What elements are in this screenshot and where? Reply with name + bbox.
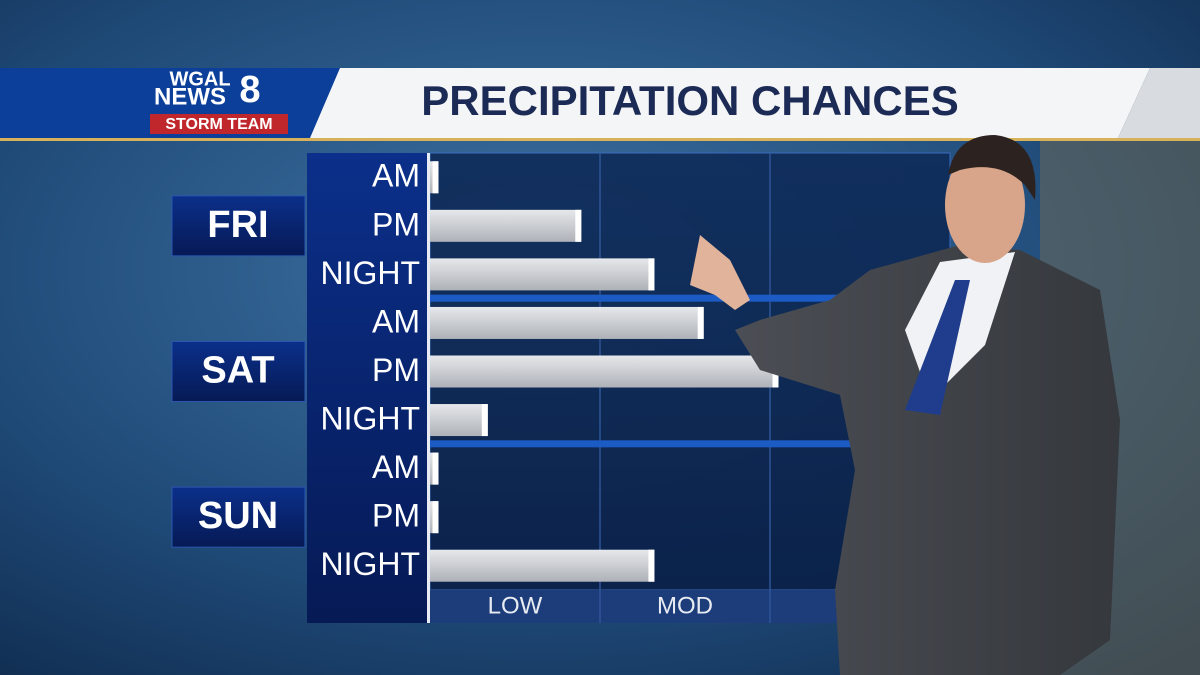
day-label: FRI [207, 204, 268, 246]
category-label: AM [372, 449, 420, 485]
day-label: SAT [201, 350, 274, 392]
bar-cap [432, 161, 439, 194]
bar [430, 549, 655, 582]
bar [430, 209, 582, 242]
logo-station: WGAL [169, 68, 230, 90]
logo-number: 8 [239, 69, 260, 111]
logo-team: STORM TEAM [165, 116, 272, 133]
axis-line [427, 153, 430, 623]
category-label: NIGHT [320, 401, 420, 437]
bar [430, 355, 779, 388]
x-tick-label: LOW [488, 592, 543, 619]
category-label: AM [372, 158, 420, 194]
logo-news: NEWS [154, 83, 226, 110]
bar-cap [697, 306, 704, 339]
category-label: PM [372, 352, 420, 388]
category-label: PM [372, 498, 420, 534]
title-banner [310, 68, 1150, 138]
bar [430, 306, 704, 339]
bar-cap [481, 404, 488, 437]
presenter [690, 135, 1120, 675]
bar-cap [575, 209, 582, 242]
day-label: SUN [198, 495, 278, 537]
category-label: PM [372, 206, 420, 242]
banner-end [1118, 68, 1200, 138]
category-column [307, 153, 428, 623]
bar-cap [648, 549, 655, 582]
day-box [171, 486, 306, 548]
bar-cap [432, 501, 439, 534]
bar-cap [432, 452, 439, 485]
chart-title: PRECIPITATION CHANCES [421, 77, 958, 124]
day-box [171, 195, 306, 257]
bar [430, 404, 488, 437]
category-label: NIGHT [320, 255, 420, 291]
category-label: AM [372, 303, 420, 339]
group-separator [430, 294, 950, 302]
header-rule [0, 138, 1200, 141]
logo-team-box [150, 114, 288, 134]
bar [430, 258, 655, 291]
bar-cap [648, 258, 655, 291]
day-box [171, 341, 306, 402]
category-label: NIGHT [320, 546, 420, 582]
x-tick-label: MOD [657, 592, 713, 619]
group-separator [430, 440, 950, 448]
